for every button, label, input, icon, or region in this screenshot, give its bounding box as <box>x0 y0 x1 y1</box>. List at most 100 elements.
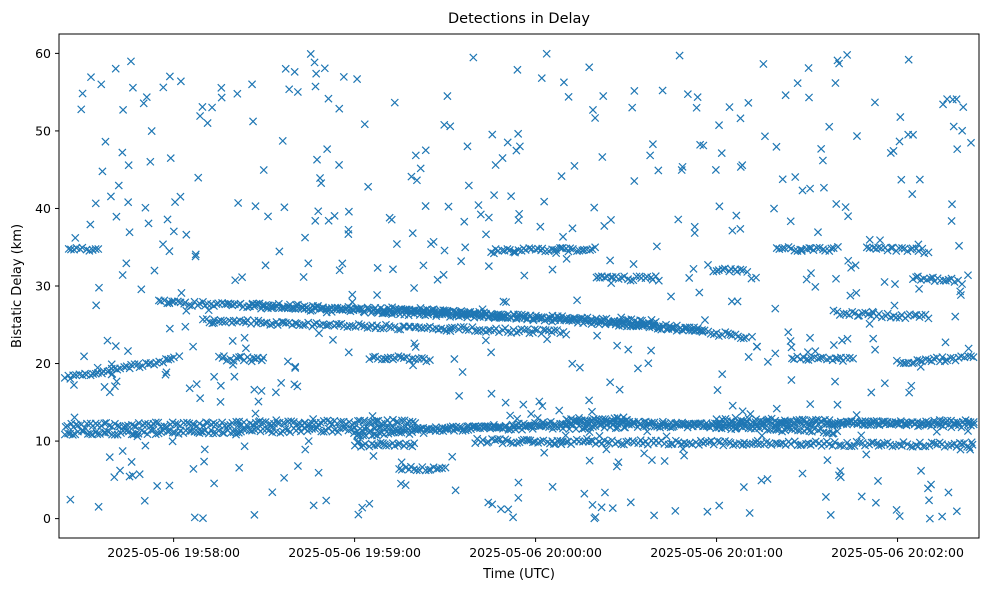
detection-point <box>154 418 163 427</box>
detection-point <box>379 324 388 333</box>
detection-point <box>200 457 209 466</box>
detection-point <box>803 348 812 357</box>
detection-point <box>252 299 261 308</box>
detection-point <box>348 321 357 331</box>
detection-point <box>433 275 442 284</box>
detection-point <box>512 314 521 323</box>
detection-point <box>80 352 89 361</box>
detection-point <box>344 348 353 357</box>
detection-point <box>831 274 841 283</box>
detection-point <box>400 426 409 436</box>
detection-point <box>726 417 735 426</box>
detection-point <box>446 327 455 336</box>
detection-point <box>781 91 790 100</box>
detection-point <box>833 242 842 251</box>
detection-point <box>924 248 933 257</box>
plot-frame <box>58 33 980 539</box>
detection-point <box>818 353 827 362</box>
detection-point <box>513 438 522 447</box>
detection-point <box>869 334 878 343</box>
detection-point <box>539 436 548 445</box>
detection-point <box>548 265 557 274</box>
detection-point <box>667 324 676 333</box>
detection-point <box>852 132 862 141</box>
detection-point <box>107 360 116 369</box>
detection-point <box>461 325 470 334</box>
detection-point <box>93 363 102 372</box>
detection-point <box>176 77 185 86</box>
detection-point <box>591 243 600 252</box>
detection-point <box>615 385 624 394</box>
detection-point <box>105 421 114 430</box>
detection-point <box>844 256 853 265</box>
detection-point <box>218 317 227 326</box>
detection-point <box>838 336 847 345</box>
detection-point <box>114 181 123 190</box>
detection-point <box>498 154 507 163</box>
detection-point <box>523 325 532 334</box>
detection-point <box>626 498 635 507</box>
detection-point <box>171 198 180 207</box>
detection-point <box>380 440 389 449</box>
detection-point <box>924 314 933 323</box>
detection-point <box>259 353 268 362</box>
detection-point <box>369 451 378 461</box>
detection-point <box>410 439 419 448</box>
detection-point <box>100 419 109 428</box>
detection-point <box>154 429 163 438</box>
detection-point <box>397 353 406 362</box>
detection-point <box>956 445 965 454</box>
detection-point <box>228 360 237 369</box>
detection-point <box>493 435 502 444</box>
detection-point <box>821 492 830 501</box>
detection-point <box>489 249 498 258</box>
detection-point <box>221 318 230 327</box>
detection-point <box>700 421 709 431</box>
detection-point <box>509 247 518 256</box>
detection-point <box>562 314 571 323</box>
detection-point <box>771 349 780 358</box>
detection-point <box>647 418 656 427</box>
detection-point <box>310 58 319 67</box>
detection-point <box>504 505 513 514</box>
detection-point <box>695 288 704 297</box>
detection-point <box>683 90 692 99</box>
detection-point <box>510 311 519 320</box>
detection-point <box>648 320 657 330</box>
detection-point <box>135 470 144 479</box>
detection-point <box>590 203 599 212</box>
detection-point <box>916 362 925 371</box>
detection-point <box>324 94 333 103</box>
detection-point <box>80 423 89 432</box>
detection-point <box>510 248 519 257</box>
detection-point <box>71 233 80 242</box>
detection-point <box>89 369 98 378</box>
detection-point <box>925 514 934 523</box>
detection-point <box>240 442 249 451</box>
detection-point <box>790 437 799 446</box>
detection-point <box>715 419 724 428</box>
detection-point <box>110 382 119 391</box>
detection-point <box>390 322 399 331</box>
detection-point <box>399 354 408 363</box>
detection-point <box>498 246 507 255</box>
y-tick-label: 0 <box>43 511 51 526</box>
detection-point <box>494 310 503 319</box>
detection-point <box>383 353 392 362</box>
detection-point <box>298 320 307 329</box>
detection-point <box>257 356 266 365</box>
detection-point <box>300 419 309 428</box>
detection-point <box>770 204 779 213</box>
detection-point <box>124 198 133 207</box>
detection-point <box>732 267 742 276</box>
detection-point <box>280 419 289 428</box>
detection-point <box>426 240 436 249</box>
detection-point <box>588 105 597 114</box>
detection-point <box>946 353 955 362</box>
detection-point <box>678 162 687 171</box>
y-tick-label: 20 <box>35 356 51 371</box>
detection-point <box>871 498 880 507</box>
x-tick-label: 2025-05-06 20:02:00 <box>831 545 964 560</box>
detection-point <box>317 179 326 188</box>
detection-point <box>966 138 976 147</box>
